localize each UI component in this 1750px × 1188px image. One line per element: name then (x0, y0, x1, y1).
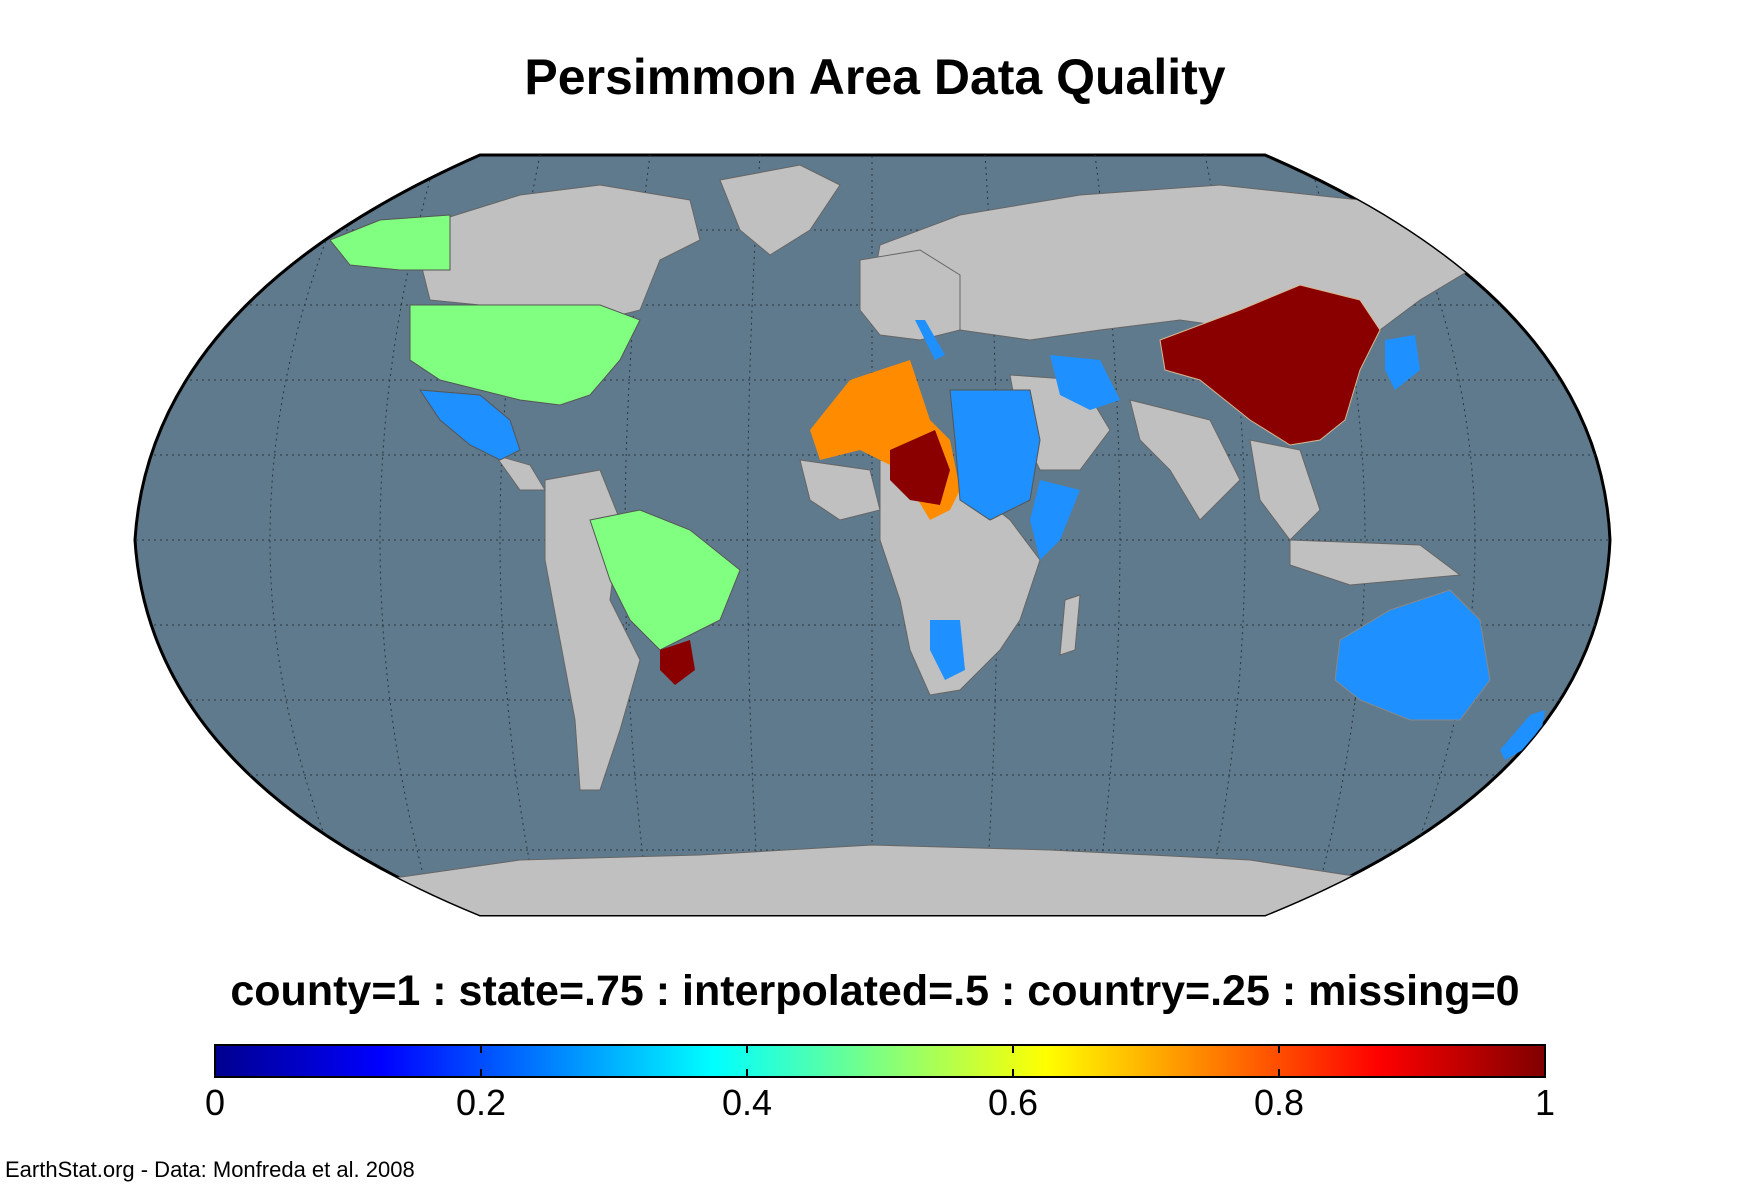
region-north-africa-blue (949, 389, 1041, 521)
land-missing (359, 164, 1471, 915)
colorbar-tick-label: 0.4 (722, 1082, 772, 1123)
map-title: Persimmon Area Data Quality (524, 49, 1226, 105)
region-horn-africa (1030, 480, 1080, 560)
colorbar-tick-label: 0 (205, 1082, 225, 1123)
colorbar-tick-label: 0.8 (1254, 1082, 1304, 1123)
region-australia (1334, 589, 1491, 721)
region-usa (409, 304, 641, 406)
region-iran (1050, 355, 1120, 410)
region-mexico (419, 389, 521, 461)
region-china (1159, 284, 1381, 446)
legend-title: county=1 : state=.75 : interpolated=.5 :… (230, 967, 1520, 1015)
region-italy (915, 320, 945, 360)
region-brazil (589, 509, 741, 651)
colorbar-tick-label: 1 (1535, 1082, 1555, 1123)
region-namibia (930, 620, 965, 680)
region-niger-chad (890, 430, 950, 505)
region-south-brazil (660, 640, 695, 685)
colorbar-tick-label: 0.6 (988, 1082, 1038, 1123)
region-alaska (329, 214, 451, 271)
region-new-zealand (1500, 710, 1545, 760)
colorbar-gradient (214, 1044, 1546, 1078)
region-japan-korea (1385, 335, 1420, 390)
credit-text: EarthStat.org - Data: Monfreda et al. 20… (5, 1157, 415, 1182)
colorbar-tick-label: 0.2 (456, 1082, 506, 1123)
colorbar-ticks: 0 0.2 0.4 0.6 0.8 1 (205, 1045, 1555, 1123)
